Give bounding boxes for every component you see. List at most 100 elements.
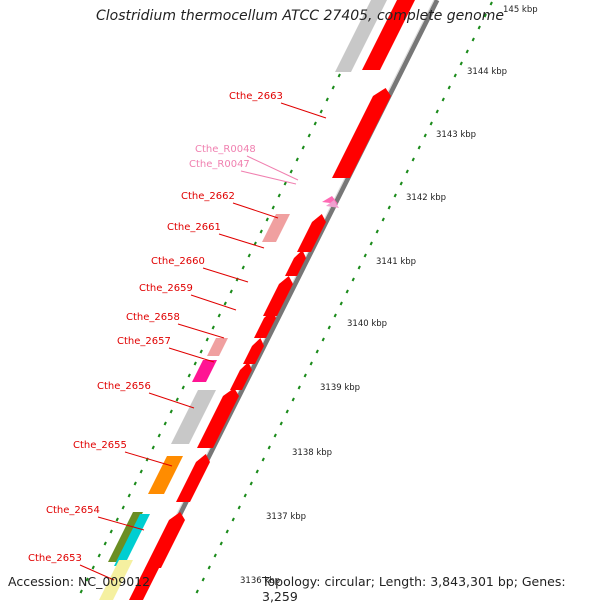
gene-feature-reverse bbox=[262, 214, 290, 242]
backbone-line bbox=[134, 0, 440, 600]
gene-leader-line bbox=[218, 233, 265, 249]
gene-label: Cthe_2656 bbox=[97, 381, 151, 392]
gc-dot bbox=[163, 421, 167, 426]
gene-label: Cthe_R0048 bbox=[195, 144, 256, 155]
gc-skew-dot bbox=[303, 373, 307, 378]
gc-skew-dot bbox=[363, 253, 367, 258]
gc-skew-dot bbox=[369, 241, 373, 246]
gc-skew-dot bbox=[345, 289, 349, 294]
gc-skew-dot bbox=[453, 73, 457, 78]
gc-skew-dot bbox=[465, 49, 469, 54]
kbp-label: 3139 kbp bbox=[320, 383, 360, 393]
gc-skew-dot bbox=[357, 265, 361, 270]
gc-dot bbox=[109, 529, 113, 534]
gc-skew-dot bbox=[399, 181, 403, 186]
gc-dot bbox=[121, 505, 125, 510]
gc-dot bbox=[265, 217, 269, 222]
gene-feature-forward bbox=[243, 338, 264, 364]
gene-feature-forward bbox=[129, 560, 159, 600]
gc-dot bbox=[97, 553, 101, 558]
gene-leader-line bbox=[148, 392, 195, 409]
gc-skew-dot bbox=[411, 157, 415, 162]
gc-dot bbox=[259, 229, 263, 234]
gc-skew-dot bbox=[321, 337, 325, 342]
gc-dot bbox=[325, 97, 329, 102]
gc-dot bbox=[187, 373, 191, 378]
gene-feature-reverse bbox=[108, 512, 143, 562]
gc-skew-dot bbox=[423, 133, 427, 138]
gc-skew-dot bbox=[297, 385, 301, 390]
labels-layer: 145 kbp 3144 kbp 3143 kbp 3142 kbp 3141 kbp 3… bbox=[28, 5, 538, 586]
gene-leader-line bbox=[79, 564, 115, 581]
gene-feature-reverse bbox=[114, 514, 150, 566]
gene-label: Cthe_2658 bbox=[126, 312, 180, 323]
gc-skew-dot bbox=[459, 61, 463, 66]
gc-dot bbox=[103, 541, 107, 546]
gc-dot bbox=[85, 577, 89, 582]
gene-leader-line bbox=[124, 451, 173, 467]
gc-skew-dot bbox=[447, 85, 451, 90]
gene-feature-forward bbox=[176, 454, 210, 502]
kbp-label: 3141 kbp bbox=[376, 257, 416, 267]
gc-dot bbox=[313, 121, 317, 126]
gc-skew-dot bbox=[435, 109, 439, 114]
trna-feature bbox=[326, 200, 339, 208]
gc-skew-dot bbox=[327, 325, 331, 330]
gc-skew-dot bbox=[333, 313, 337, 318]
kbp-label: 3137 kbp bbox=[266, 512, 306, 522]
gc-skew-dot bbox=[315, 349, 319, 354]
gc-dot bbox=[241, 265, 245, 270]
gc-dot bbox=[277, 193, 281, 198]
gc-dot bbox=[271, 205, 275, 210]
gc-skew-dot bbox=[231, 517, 235, 522]
genome-title: Clostridium thermocellum ATCC 27405, com… bbox=[96, 8, 504, 24]
gc-skew-dot bbox=[417, 145, 421, 150]
gene-feature-forward bbox=[230, 362, 252, 390]
kbp-label: 3136 kbp bbox=[240, 576, 280, 586]
gene-leader-line bbox=[97, 516, 145, 531]
gc-dot bbox=[151, 445, 155, 450]
gene-feature-forward bbox=[263, 276, 293, 316]
gc-skew-dot bbox=[429, 121, 433, 126]
gene-feature-forward bbox=[362, 0, 415, 70]
kbp-label: 3143 kbp bbox=[436, 130, 476, 140]
gene-label: Cthe_2657 bbox=[117, 336, 171, 347]
gene-leader-line bbox=[177, 323, 225, 339]
gc-skew-dot bbox=[219, 541, 223, 546]
gc-dot bbox=[247, 253, 251, 258]
kbp-label: 3144 kbp bbox=[467, 67, 507, 77]
gc-skew-dot bbox=[237, 505, 241, 510]
gc-skew-dot bbox=[267, 445, 271, 450]
gc-dot bbox=[181, 385, 185, 390]
gc-dot bbox=[331, 85, 335, 90]
gc-skew-dot bbox=[213, 553, 217, 558]
gc-dot bbox=[157, 433, 161, 438]
gene-feature-forward bbox=[145, 512, 185, 568]
gc-skew-dot bbox=[291, 397, 295, 402]
gene-label: Cthe_2660 bbox=[151, 256, 205, 267]
gc-skew-dot bbox=[387, 205, 391, 210]
gene-label: Cthe_2655 bbox=[73, 440, 127, 451]
gc-skew-dot bbox=[381, 217, 385, 222]
gene-feature-forward bbox=[332, 88, 391, 178]
gc-dot bbox=[91, 565, 95, 570]
gc-skew-dot bbox=[483, 13, 487, 18]
gc-skew-dot bbox=[471, 37, 475, 42]
gc-skew-dot bbox=[351, 277, 355, 282]
gc-skew-dot bbox=[207, 565, 211, 570]
gc-skew-dot bbox=[285, 409, 289, 414]
gene-feature-reverse bbox=[148, 456, 183, 494]
gc-skew-dot bbox=[201, 577, 205, 582]
gc-dot bbox=[223, 301, 227, 306]
kbp-label: 3142 kbp bbox=[406, 193, 446, 203]
gene-feature-reverse bbox=[207, 338, 228, 356]
gc-dot bbox=[127, 493, 131, 498]
gene-feature-reverse bbox=[192, 360, 217, 382]
gene-feature-forward bbox=[254, 310, 276, 338]
gc-skew-dot bbox=[243, 493, 247, 498]
gene-label: Cthe_2659 bbox=[139, 283, 193, 294]
gene-feature-reverse bbox=[335, 0, 387, 72]
gc-dot bbox=[307, 133, 311, 138]
gc-dot bbox=[175, 397, 179, 402]
